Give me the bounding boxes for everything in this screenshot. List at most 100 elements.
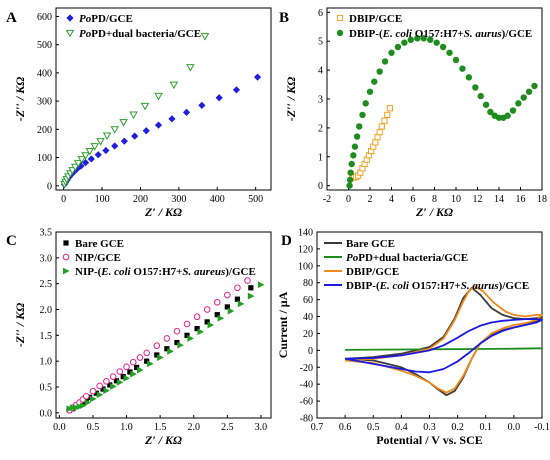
panel-b-xtick-label: 14: [494, 194, 504, 205]
panel-c-series-0-point: [184, 332, 190, 338]
panel-c-series-2-point: [237, 300, 245, 308]
panel-c-xtick-label: 3.0: [255, 422, 268, 433]
panel-b-series-0-point: [384, 111, 391, 118]
panel-a-series-0-point: [142, 127, 150, 135]
panel-a-xtick-label: 200: [133, 194, 148, 205]
panel-c-series-0-point: [234, 296, 241, 302]
panel-a-legend-label: PoPD/GCE: [79, 13, 133, 25]
panel-a-series-1-point: [90, 143, 100, 151]
panel-a-series-0-point: [131, 132, 139, 140]
panel-c-series-2-point: [116, 378, 124, 386]
panel-b-series-1-point: [388, 49, 395, 56]
panel-a-ytick-label: 200: [37, 125, 52, 136]
panel-b-letter: B: [279, 10, 289, 26]
panel-b-series-1-point: [433, 39, 440, 46]
panel-b-series-1-point: [531, 82, 538, 90]
panel-b-series-1-point: [359, 111, 366, 119]
panel-c-series-0-point: [127, 369, 133, 375]
panel-d-xtick-label: 0.7: [311, 422, 324, 433]
panel-c-series-0-point: [120, 374, 126, 380]
panel-b-legend-label: DBIP-(E. coli O157:H7+S. aurus)/GCE: [349, 28, 532, 40]
panel-c-series-2-point: [227, 307, 235, 315]
panel-c-series-1-point: [193, 313, 201, 321]
panel-b-series-1-point: [439, 43, 447, 51]
panel-c-series-2-point: [73, 404, 80, 412]
panel-c-series-2-point: [84, 399, 92, 406]
panel-c-series-1-point: [183, 320, 191, 328]
panel-c-series-1-point: [82, 393, 90, 400]
panel-b-series-1-point: [446, 49, 453, 56]
panel-b-series-1-point: [427, 36, 434, 43]
panel-c-series-2-point: [89, 395, 97, 403]
panel-b-xtick-label: 10: [451, 194, 461, 205]
panel-c-series-0-point: [83, 397, 89, 403]
panel-c-series-2-point: [103, 387, 110, 395]
panel-c-xtick-label: 0.5: [87, 422, 100, 433]
panel-a-legend-swatch: [65, 29, 75, 38]
panel-b-ytick-label: 0: [318, 181, 323, 192]
panel-d-legend-label: DBIP-(E. coli O157:H7+S. aurus)/GCE: [346, 280, 529, 292]
panel-d-series-3-line: [344, 318, 543, 374]
panel-d-xtick-label: -0.1: [534, 422, 550, 433]
panel-b-series-1-point: [401, 39, 408, 46]
panel-d-ytick-label: 40: [303, 312, 313, 323]
panel-b-series-0-point: [381, 117, 388, 124]
panel-c-series-1-point: [116, 368, 124, 375]
panel-c-series-2-point: [207, 321, 215, 329]
panel-b-series-1-point: [515, 100, 522, 107]
panel-a-series-0-point: [102, 146, 110, 155]
panel-b-series-1-point: [407, 36, 415, 43]
panel-b-ytick-label: 6: [318, 8, 323, 19]
panel-a-xtick-label: 0: [61, 194, 66, 205]
panel-c-series-2-point: [217, 314, 225, 322]
panel-b-ytick-label: 3: [318, 95, 323, 106]
panel-d-ytick-label: 20: [303, 329, 313, 340]
panel-c-series-2-point: [136, 366, 144, 374]
panel-c-series-0-point: [174, 339, 180, 346]
panel-b-series-1-point: [356, 123, 363, 130]
panel-b-series-1-point: [351, 143, 359, 150]
panel-b-legend-swatch: [336, 14, 344, 22]
panel-a-xtick-label: 500: [248, 194, 263, 205]
panel-c-xtick-label: 2.5: [221, 422, 234, 433]
panel-c-series-2-point: [147, 360, 154, 368]
panel-a-ytick-label: 0: [47, 181, 52, 192]
panel-d-xtick-label: 0.1: [480, 422, 493, 433]
panel-c-data: [66, 277, 265, 414]
panel-b-ytick-label: 5: [318, 37, 323, 48]
panel-c-series-1-point: [136, 354, 144, 361]
panel-c-series-2-point: [79, 402, 87, 409]
panel-c-series-2-point: [157, 354, 164, 361]
panel-a-ytick-label: 600: [37, 12, 52, 23]
panel-c-series-0-point: [224, 304, 230, 310]
panel-d-ytick-label: -40: [300, 380, 313, 391]
panel-b-series-1-point: [520, 94, 527, 101]
panel-a-series-0-point: [120, 137, 128, 145]
panel-d-legend-label: DBIP/GCE: [346, 266, 399, 278]
panel-c-series-0-point: [204, 319, 210, 325]
panel-a-ytick-label: 100: [37, 153, 52, 164]
panel-b-series-0-point: [378, 123, 385, 130]
panel-c-series-0-point: [134, 364, 140, 370]
panel-c-series-1-point: [129, 358, 137, 366]
panel-b-series-0-point: [372, 139, 379, 146]
panel-b-xtick-label: 16: [516, 194, 526, 205]
panel-c-ytick-label: 3.0: [40, 253, 53, 264]
panel-a-series-1-point: [186, 64, 195, 72]
panel-b-series-1-point: [394, 43, 402, 51]
panel-c-series-0-point: [100, 386, 106, 392]
panel-b-series-1-point: [465, 74, 473, 81]
panel-c-xtick-label: 0.0: [53, 422, 66, 433]
panel-c-series-2-point: [123, 374, 131, 382]
panel-b-series-1-point: [348, 160, 355, 168]
panel-a-series-1-point: [102, 132, 112, 140]
panel-b-series-1-point: [414, 35, 421, 42]
panel-b-xtick-label: -2: [323, 194, 331, 205]
panel-b-ytick-label: 2: [318, 123, 323, 134]
panel-b-ylabel: -Z′′ / KΩ: [284, 77, 298, 121]
panel-c-series-2-point: [69, 404, 77, 412]
panel-a-series-1-point: [129, 111, 138, 120]
panel-d-xtick-label: 0.5: [367, 422, 380, 433]
panel-c-series-1-point: [203, 306, 211, 313]
